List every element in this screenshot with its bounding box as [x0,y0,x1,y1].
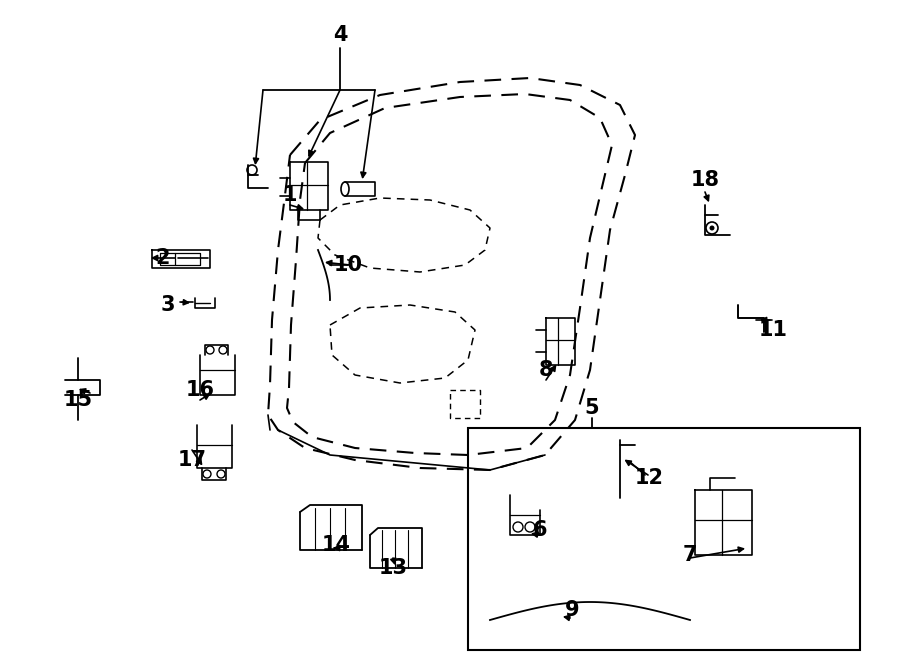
Text: 2: 2 [156,248,170,268]
Text: 4: 4 [333,25,347,45]
Text: 3: 3 [161,295,176,315]
Text: 10: 10 [334,255,363,275]
Text: 1: 1 [283,185,297,205]
Text: 15: 15 [63,390,93,410]
Bar [468,428,860,650]
Text: 11: 11 [759,320,788,340]
Text: 14: 14 [321,535,350,555]
Circle shape [709,225,715,231]
Text: 8: 8 [539,360,554,380]
Text: 7: 7 [683,545,698,565]
Text: 12: 12 [634,468,663,488]
Text: 16: 16 [185,380,214,400]
Text: 9: 9 [564,600,580,620]
Text: 18: 18 [690,170,719,190]
Text: 17: 17 [177,450,206,470]
Text: 6: 6 [533,520,547,540]
Text: 13: 13 [379,558,408,578]
Text: 5: 5 [585,398,599,418]
